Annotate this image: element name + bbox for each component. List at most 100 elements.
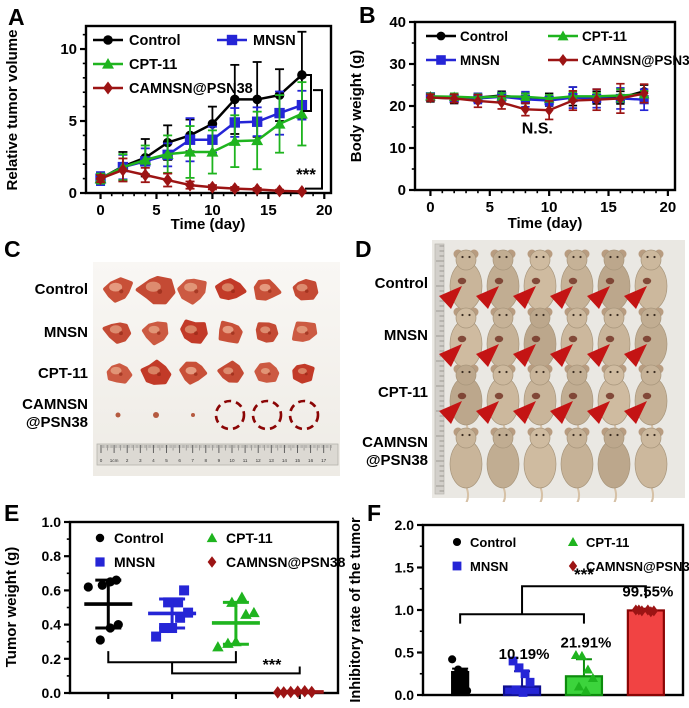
mouse-eye [505, 313, 508, 317]
diamond-marker [103, 81, 113, 95]
tumor-spot [194, 331, 198, 336]
y-tick-label: 10 [60, 41, 77, 58]
diamond-marker [299, 685, 310, 698]
panel-f: F 0.0 0.5 1.0 1.5 2.0 Inhibitory rate of the … [345, 480, 689, 708]
y-tick-label: 0.5 [395, 645, 415, 661]
mouse-eye [505, 255, 508, 259]
no-tumor-dashed-circle [214, 399, 246, 431]
y-tick-label: 0 [398, 182, 406, 199]
triangle-marker [206, 145, 219, 157]
ruler-number: 8 [205, 458, 208, 463]
panel-c: C Control MNSN CPT-11 CAMNSN @PSN38 0 1cm… [0, 232, 345, 480]
diamond-marker [252, 182, 263, 196]
triangle-marker [573, 681, 585, 691]
x-tick-label: 5 [152, 202, 160, 219]
legend-label: CPT-11 [582, 29, 628, 44]
tumor-spot [267, 331, 272, 335]
mouse-eye [653, 433, 656, 437]
mouse-eye [572, 255, 575, 259]
diamond-marker [426, 91, 435, 104]
circle-marker [460, 668, 469, 677]
legend-label: CPT-11 [226, 530, 273, 546]
tumor-arrow [439, 344, 462, 367]
triangle-marker [102, 58, 114, 69]
ruler-number: 13 [269, 458, 275, 463]
diamond-marker [278, 686, 289, 699]
diamond-marker [117, 163, 128, 177]
mouse-head [529, 307, 551, 329]
legend-label: MNSN [114, 554, 155, 570]
tumor-spot [157, 372, 161, 377]
row-label-camnsn-line2: @PSN38 [25, 414, 88, 431]
tumor-highlight [223, 367, 234, 375]
x-axis-title: Time (day) [508, 215, 583, 232]
mouse-head [566, 249, 588, 271]
mouse-eye [498, 313, 501, 317]
mouse-eye [498, 433, 501, 437]
triangle-marker [248, 606, 260, 618]
diamond-marker [592, 93, 602, 106]
tumor-highlight [109, 325, 122, 334]
tumor-spot [531, 277, 541, 285]
ruler-number: 9 [218, 458, 221, 463]
mouse-eye [461, 433, 464, 437]
legend-label: Control [129, 33, 181, 49]
y-tick-label: 1.5 [395, 560, 415, 576]
tumor-highlight [222, 325, 234, 334]
row-label-control: Control [374, 275, 428, 292]
diamond-marker [497, 96, 507, 109]
percent-label: 99.55% [622, 584, 673, 601]
series-line [99, 74, 303, 180]
triangle-marker [228, 135, 241, 146]
diamond-marker [521, 103, 530, 116]
tumor-highlight [297, 367, 307, 375]
tumor-spot [457, 392, 467, 400]
tumor-spot [568, 392, 578, 400]
tumor-arrow [624, 344, 647, 367]
mouse-eye [609, 313, 612, 317]
tumor-spot [494, 392, 504, 400]
mouse-eye [653, 370, 656, 374]
vertical-ruler [434, 243, 445, 495]
mouse-head [492, 427, 514, 449]
legend-label: MNSN [460, 53, 500, 68]
legend-label: Control [114, 530, 164, 546]
diamond-marker [558, 54, 568, 66]
ruler-number: 11 [243, 458, 248, 463]
row-label-camnsn-line1: CAMNSN [22, 396, 88, 413]
row-label-mnsn: MNSN [43, 324, 88, 341]
diamond-marker [568, 560, 578, 572]
circle-marker [252, 94, 262, 105]
tumor-photo-row-labels: Control MNSN CPT-11 CAMNSN @PSN38 [0, 232, 88, 480]
triangle-marker [230, 635, 242, 647]
square-marker [511, 685, 521, 695]
square-marker [508, 656, 518, 666]
x-tick-label: 5 [486, 199, 494, 216]
mouse-eye [579, 313, 582, 317]
panel-label-f: F [367, 500, 382, 526]
body-weight-chart: 0 5 10 15 20 0 10 20 30 40 Time (day) Body weight (… [348, 14, 689, 232]
tumor-highlight [145, 281, 161, 292]
row-label-camnsn-line1: CAMNSN [362, 434, 428, 451]
tumor-spot [642, 277, 652, 285]
diamond-marker [568, 94, 578, 107]
tumor-spot [193, 372, 198, 376]
triangle-marker [587, 672, 599, 682]
tumor-spot [267, 372, 271, 376]
diamond-marker [95, 172, 106, 186]
mouse-head [603, 364, 625, 386]
tiny-tumor-dot [191, 413, 195, 417]
diamond-marker [306, 685, 317, 699]
ruler-number: 17 [321, 458, 327, 463]
x-axis-title: Time (day) [171, 216, 246, 232]
tumor-arrow [587, 344, 610, 367]
series-line [100, 168, 302, 193]
x-tick-label: 15 [600, 199, 617, 216]
tumor-arrow [513, 286, 536, 309]
mouse-eye [616, 255, 619, 259]
diamond-marker [449, 92, 459, 105]
mouse-head [455, 427, 477, 449]
mice-photo-row-labels: Control MNSN CPT-11 CAMNSN @PSN38 [345, 232, 428, 502]
circle-marker [448, 655, 457, 664]
triangle-marker [520, 91, 531, 101]
